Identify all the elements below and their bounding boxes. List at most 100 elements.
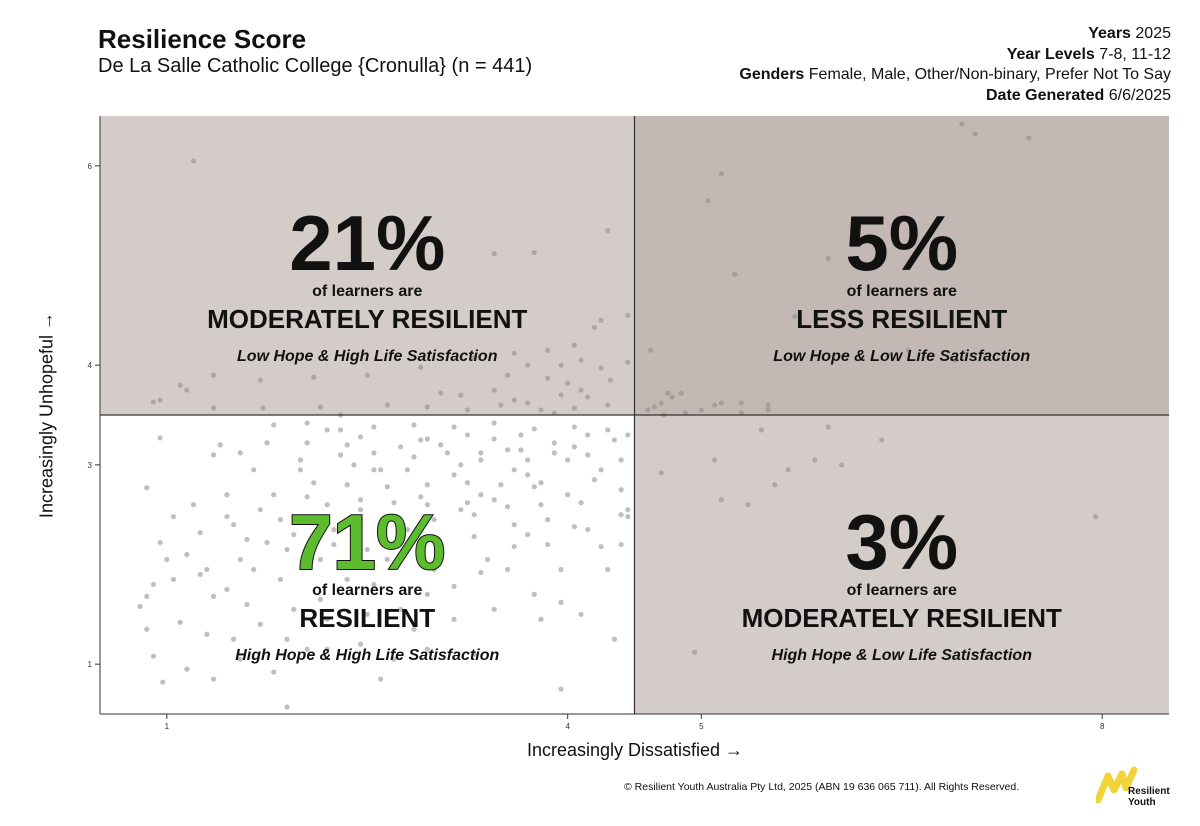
data-point bbox=[738, 410, 745, 416]
data-point bbox=[364, 372, 370, 378]
data-point bbox=[210, 452, 217, 458]
y-tick-label: 1 bbox=[88, 660, 93, 669]
data-point bbox=[585, 432, 591, 438]
data-point bbox=[669, 394, 675, 400]
meta-years-value: 2025 bbox=[1135, 25, 1171, 42]
data-point bbox=[277, 517, 283, 523]
data-point bbox=[551, 450, 557, 456]
data-point bbox=[491, 420, 497, 426]
data-point bbox=[538, 480, 544, 486]
data-point bbox=[745, 502, 751, 508]
logo-text-resilient: Resilient bbox=[1128, 786, 1170, 797]
data-point bbox=[682, 410, 688, 416]
data-point bbox=[578, 387, 584, 393]
meta-year-levels-key: Year Levels bbox=[1006, 45, 1095, 63]
data-point bbox=[531, 426, 537, 432]
data-point bbox=[605, 402, 611, 408]
data-point bbox=[504, 504, 511, 510]
data-point bbox=[424, 404, 430, 410]
data-point bbox=[571, 524, 577, 530]
data-point bbox=[518, 447, 524, 453]
data-point bbox=[237, 450, 243, 456]
quadrant-label-top-left: 21%of learners are MODERATELY RESILIENT Lo… bbox=[207, 199, 527, 365]
data-point bbox=[545, 375, 551, 381]
data-point bbox=[197, 530, 203, 536]
data-point bbox=[438, 390, 444, 396]
data-point bbox=[558, 362, 564, 368]
data-point bbox=[284, 546, 290, 553]
data-point bbox=[959, 121, 965, 127]
data-point bbox=[551, 440, 557, 446]
data-point bbox=[324, 646, 330, 652]
data-point bbox=[531, 591, 537, 598]
quadrant-label-top-right: 5%of learners are LESS RESILIENT Low Hope … bbox=[773, 199, 1030, 365]
data-point bbox=[378, 676, 384, 682]
quadrant-label-bottom-right: 3%of learners are MODERATELY RESILIENT Hig… bbox=[742, 498, 1062, 664]
meta-year-levels-value: 7-8, 11-12 bbox=[1099, 45, 1171, 63]
data-point bbox=[184, 387, 190, 393]
chart-subtitle: De La Salle Catholic College {Cronulla} … bbox=[98, 55, 533, 77]
data-point bbox=[618, 512, 624, 518]
data-point bbox=[732, 271, 738, 278]
data-point bbox=[398, 536, 404, 543]
data-point bbox=[504, 447, 511, 453]
data-point bbox=[591, 324, 598, 330]
data-point bbox=[518, 432, 524, 438]
data-point bbox=[525, 400, 531, 406]
data-point bbox=[665, 390, 671, 396]
data-point bbox=[698, 407, 704, 413]
data-point bbox=[598, 467, 604, 473]
data-point bbox=[371, 467, 377, 473]
data-point bbox=[137, 603, 143, 609]
data-point bbox=[538, 616, 544, 622]
data-point bbox=[424, 502, 430, 508]
data-point bbox=[384, 556, 390, 563]
data-point bbox=[464, 480, 471, 486]
data-point bbox=[598, 543, 604, 550]
y-tick-label: 4 bbox=[88, 361, 93, 370]
data-point bbox=[217, 442, 223, 448]
data-point bbox=[551, 410, 557, 416]
quadrant-bottom-left bbox=[100, 415, 635, 714]
data-point bbox=[607, 377, 614, 383]
data-point bbox=[565, 380, 571, 386]
data-point bbox=[618, 457, 624, 463]
quadrant-category: MODERATELY RESILIENT bbox=[207, 304, 527, 334]
data-point bbox=[344, 442, 350, 448]
data-point bbox=[170, 576, 177, 583]
report-metadata: Years 2025 Year Levels 7-8, 11-12 Gender… bbox=[739, 24, 1171, 106]
data-point bbox=[478, 569, 484, 576]
data-point bbox=[972, 131, 978, 137]
data-point bbox=[451, 424, 457, 430]
data-point bbox=[244, 601, 250, 607]
data-point bbox=[879, 437, 885, 443]
quadrant-description: High Hope & Low Life Satisfaction bbox=[772, 647, 1033, 664]
data-point bbox=[284, 704, 290, 710]
data-point bbox=[411, 454, 417, 460]
quadrant-bottom-right bbox=[634, 415, 1169, 714]
quadrant-line1: of learners are bbox=[847, 283, 957, 300]
data-point bbox=[765, 407, 771, 413]
data-point bbox=[611, 437, 618, 443]
data-point bbox=[351, 462, 357, 468]
data-point bbox=[297, 457, 304, 463]
meta-years: Years 2025 bbox=[739, 24, 1171, 45]
data-point bbox=[538, 502, 544, 508]
logo-wordmark: Resilient Youth bbox=[1128, 786, 1170, 808]
data-point bbox=[484, 556, 491, 563]
data-point bbox=[605, 228, 611, 234]
data-point bbox=[184, 551, 190, 558]
quadrant-description: Low Hope & Low Life Satisfaction bbox=[773, 348, 1030, 365]
quadrant-description: Low Hope & High Life Satisfaction bbox=[237, 348, 498, 365]
data-point bbox=[625, 312, 631, 318]
data-point bbox=[645, 407, 651, 413]
quadrant-top-left bbox=[100, 116, 635, 415]
data-point bbox=[317, 596, 324, 602]
data-point bbox=[391, 500, 397, 506]
data-point bbox=[204, 631, 210, 637]
data-point bbox=[411, 626, 417, 632]
data-point bbox=[451, 472, 457, 478]
quadrant-description: High Hope & High Life Satisfaction bbox=[235, 647, 499, 664]
quadrant-category: RESILIENT bbox=[299, 603, 435, 633]
data-point bbox=[491, 250, 497, 257]
